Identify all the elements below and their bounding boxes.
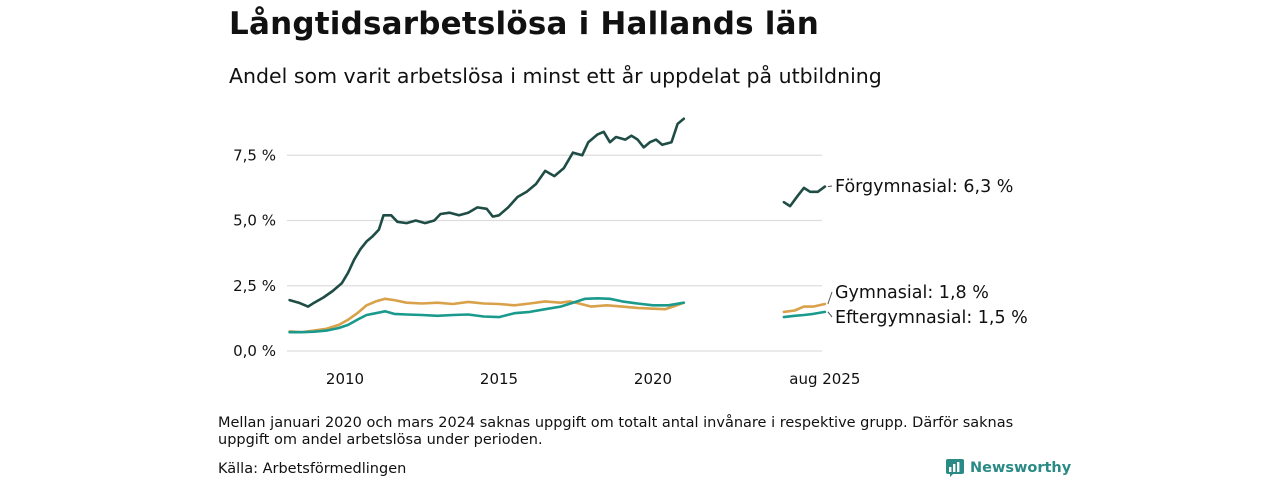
x-tick-label: aug 2025: [789, 370, 860, 388]
y-tick-label: 2,5 %: [233, 277, 276, 295]
newsworthy-logo-icon: [946, 459, 964, 477]
label-leader-line: [827, 311, 833, 318]
series-end-label: Gymnasial: 1,8 %: [835, 283, 989, 303]
line-chart: 0,0 % 2,5 % 5,0 % 7,5 % 2010 2015 2020 aug 202…: [233, 117, 1028, 388]
series-line-eftergymnasial: [782, 310, 827, 319]
y-tick-label: 7,5 %: [233, 146, 276, 164]
chart-title: Långtidsarbetslösa i Hallands län: [229, 6, 819, 42]
brand-name: Newsworthy: [970, 460, 1072, 476]
series-end-label: Förgymnasial: 6,3 %: [835, 177, 1013, 197]
series-line-forgymnasial: [288, 117, 686, 308]
x-tick-label: 2020: [634, 370, 672, 388]
x-axis-ticks: 2010 2015 2020 aug 2025: [326, 370, 861, 388]
footnote: Mellan januari 2020 och mars 2024 saknas…: [218, 415, 1014, 448]
x-tick-label: 2010: [326, 370, 364, 388]
series-line-forgymnasial: [782, 185, 827, 208]
label-leader-line: [827, 291, 833, 305]
brand-logo[interactable]: Newsworthy: [946, 459, 1071, 477]
series-line-gymnasial: [288, 297, 686, 334]
series-end-labels: Förgymnasial: 6,3 % Gymnasial: 1,8 % Efter…: [827, 177, 1028, 328]
series-line-eftergymnasial: [288, 297, 686, 334]
y-tick-label: 5,0 %: [233, 212, 276, 230]
source-text: Källa: Arbetsförmedlingen: [218, 461, 407, 477]
chart-subtitle: Andel som varit arbetslösa i minst ett å…: [229, 64, 882, 88]
y-tick-label: 0,0 %: [233, 342, 276, 360]
series-line-gymnasial: [782, 302, 827, 314]
series-lines: [288, 117, 827, 334]
series-end-label: Eftergymnasial: 1,5 %: [835, 308, 1028, 328]
x-tick-label: 2015: [480, 370, 518, 388]
y-axis-ticks: 0,0 % 2,5 % 5,0 % 7,5 %: [233, 146, 276, 360]
label-leader-line: [827, 185, 833, 188]
grid-lines: [287, 154, 822, 352]
